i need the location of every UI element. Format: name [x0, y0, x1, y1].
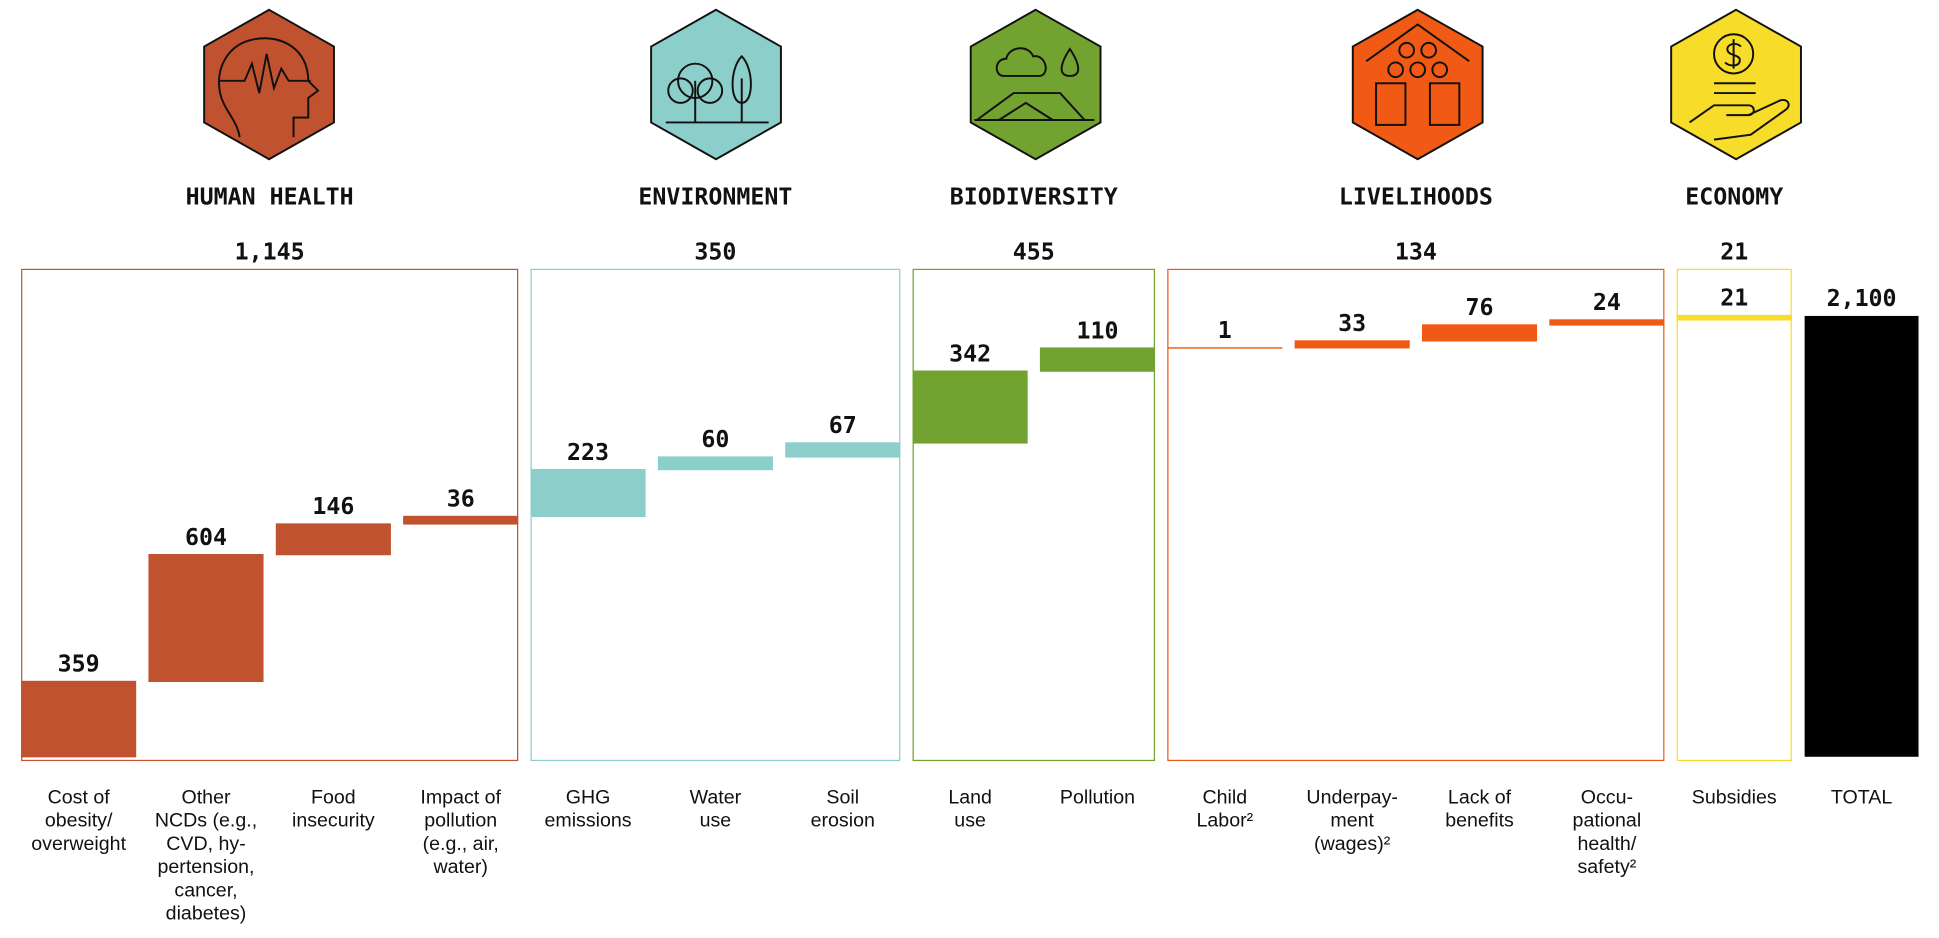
category-label-box: Lack of benefits	[1445, 787, 1514, 832]
category-label-box: Child Labor²	[1196, 787, 1254, 832]
bar	[530, 468, 646, 518]
category-label-box: Underpay- ment (wages)²	[1306, 787, 1398, 855]
bar	[148, 554, 264, 683]
category-label: Land use	[948, 787, 992, 832]
category-label-box: Soil erosion	[810, 787, 875, 832]
bar	[1676, 314, 1792, 321]
category-label-box: Cost of obesity/ overweight	[31, 787, 127, 855]
bar	[912, 370, 1028, 444]
bar	[785, 442, 901, 458]
value-label: 33	[1338, 310, 1366, 337]
value-label: 76	[1466, 294, 1494, 321]
value-label: 359	[58, 651, 100, 678]
value-label: 1	[1218, 317, 1232, 344]
value-label: 21	[1720, 285, 1748, 312]
category-label: Subsidies	[1691, 787, 1777, 809]
category-label: Soil erosion	[810, 787, 875, 832]
value-label: 604	[185, 524, 227, 551]
category-label: Impact of pollution (e.g., air, water)	[420, 787, 501, 878]
bar	[1421, 324, 1538, 342]
value-label: 342	[949, 340, 991, 367]
bar	[1039, 347, 1156, 372]
value-label: 24	[1593, 289, 1621, 316]
category-label: Water use	[689, 787, 742, 832]
category-label-box: Land use	[948, 787, 992, 832]
category-label: Lack of benefits	[1445, 787, 1514, 832]
category-label-box: Impact of pollution (e.g., air, water)	[420, 787, 501, 878]
category-label: Occu- pational health/ safety²	[1572, 787, 1642, 878]
category-label: Pollution	[1059, 787, 1136, 809]
category-label: TOTAL	[1830, 787, 1893, 809]
category-label: Underpay- ment (wages)²	[1306, 787, 1398, 855]
category-label-box: GHG emissions	[544, 787, 632, 832]
bar	[657, 456, 773, 471]
value-label: 223	[567, 439, 609, 466]
bar	[403, 515, 519, 525]
group-box	[21, 268, 519, 762]
group-name: ENVIRONMENT	[638, 183, 792, 210]
category-label: Child Labor²	[1196, 787, 1254, 832]
category-label-box: Pollution	[1059, 787, 1136, 809]
group-total: 134	[1395, 239, 1437, 266]
group-name: ECONOMY	[1685, 183, 1783, 210]
icon-human-health	[203, 8, 335, 161]
group-total: 350	[694, 239, 736, 266]
value-label: 146	[312, 493, 354, 520]
bar	[275, 523, 391, 556]
icon-biodiversity	[969, 8, 1102, 161]
category-label-box: Water use	[689, 787, 742, 832]
icon-livelihoods	[1351, 8, 1484, 161]
category-label-box: Food insecurity	[291, 787, 375, 832]
value-label: 67	[829, 412, 857, 439]
group-total: 455	[1013, 239, 1055, 266]
category-label-box: TOTAL	[1830, 787, 1893, 809]
group-name: LIVELIHOODS	[1339, 183, 1493, 210]
group-total: 21	[1720, 239, 1748, 266]
bar	[21, 680, 137, 758]
bar	[1294, 340, 1410, 349]
icon-environment	[650, 8, 782, 161]
category-label: GHG emissions	[544, 787, 632, 832]
category-label: Cost of obesity/ overweight	[31, 787, 127, 855]
total-value-label: 2,100	[1827, 285, 1897, 312]
group-total: 1,145	[235, 239, 305, 266]
bar	[1549, 319, 1665, 326]
icon-economy	[1670, 8, 1802, 161]
group-box	[912, 268, 1156, 762]
value-label: 36	[447, 486, 475, 513]
value-label: 60	[701, 426, 729, 453]
group-box	[1676, 268, 1792, 762]
group-box	[1167, 268, 1665, 762]
total-bar	[1804, 315, 1919, 757]
category-label-box: Occu- pational health/ safety²	[1572, 787, 1642, 878]
group-name: HUMAN HEALTH	[186, 183, 354, 210]
category-label-box: Subsidies	[1691, 787, 1777, 809]
category-label: Food insecurity	[291, 787, 375, 832]
category-label-box: Other NCDs (e.g., CVD, hy- pertension, c…	[154, 787, 258, 925]
category-label: Other NCDs (e.g., CVD, hy- pertension, c…	[154, 787, 258, 925]
group-name: BIODIVERSITY	[950, 183, 1118, 210]
value-label: 110	[1076, 317, 1118, 344]
